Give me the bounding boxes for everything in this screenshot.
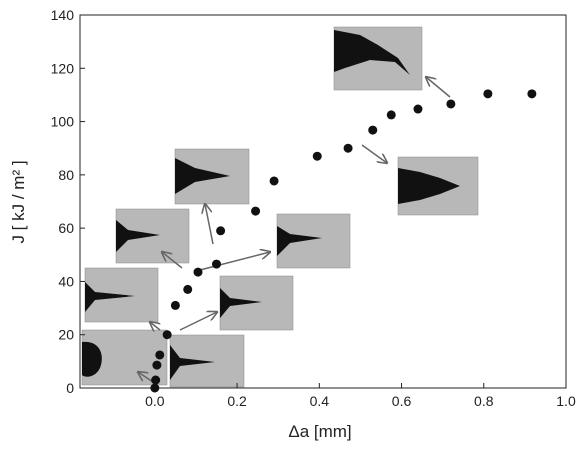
data-point bbox=[155, 350, 165, 360]
data-point bbox=[152, 360, 162, 370]
data-point bbox=[312, 151, 322, 161]
data-point bbox=[386, 110, 396, 120]
plot-frame bbox=[79, 14, 567, 389]
x-tick-label: 0.6 bbox=[392, 393, 412, 409]
y-tick-label: 120 bbox=[51, 60, 75, 76]
arrows bbox=[138, 77, 451, 383]
y-tick-label: 80 bbox=[58, 167, 74, 183]
y-tick-label: 40 bbox=[58, 273, 74, 289]
data-point bbox=[343, 143, 353, 153]
data-point bbox=[150, 383, 160, 393]
y-axis-label: J [ kJ / m² ] bbox=[9, 160, 28, 243]
data-point bbox=[446, 99, 456, 109]
y-tick-label: 140 bbox=[51, 7, 75, 23]
data-point bbox=[193, 267, 203, 277]
insets bbox=[81, 26, 479, 388]
x-tick-label: 0.2 bbox=[227, 393, 247, 409]
inset bbox=[81, 329, 168, 386]
data-point bbox=[269, 176, 279, 186]
x-tick-label: 0.8 bbox=[474, 393, 494, 409]
data-point bbox=[151, 375, 161, 385]
inset bbox=[84, 267, 159, 323]
data-point bbox=[183, 284, 193, 294]
data-point bbox=[483, 89, 493, 99]
data-point bbox=[368, 125, 378, 135]
y-tick-label: 60 bbox=[58, 220, 74, 236]
x-tick-label: 0.0 bbox=[145, 393, 165, 409]
inset bbox=[397, 156, 479, 216]
inset bbox=[276, 213, 351, 269]
inset bbox=[219, 275, 294, 331]
x-tick-label: 0.4 bbox=[310, 393, 330, 409]
y-tick-label: 20 bbox=[58, 327, 74, 343]
inset bbox=[115, 208, 190, 264]
x-tick-label: 1.0 bbox=[556, 393, 576, 409]
y-tick-label: 100 bbox=[51, 114, 75, 130]
data-point bbox=[216, 226, 226, 236]
data-point bbox=[212, 259, 222, 269]
y-tick-label: 0 bbox=[66, 380, 74, 396]
data-point bbox=[162, 330, 172, 340]
inset bbox=[333, 26, 423, 91]
data-point bbox=[413, 104, 423, 114]
data-point bbox=[251, 206, 261, 216]
inset bbox=[169, 334, 245, 388]
x-axis-label: Δa [mm] bbox=[288, 422, 351, 441]
data-point bbox=[170, 300, 180, 310]
inset bbox=[174, 148, 250, 205]
data-point bbox=[527, 89, 537, 99]
